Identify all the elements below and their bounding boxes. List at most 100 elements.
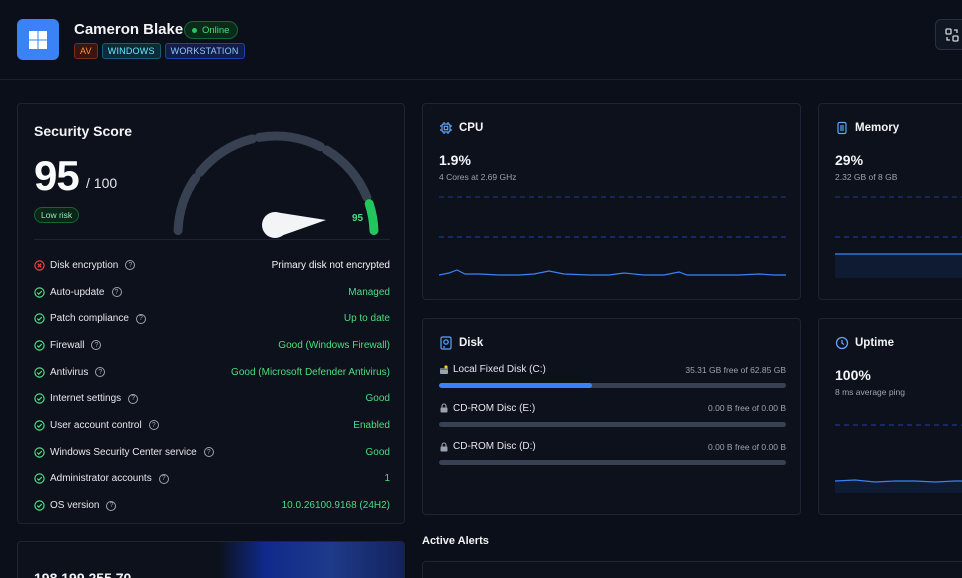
disk-name: CD-ROM Disc (D:) [453, 441, 536, 452]
uptime-sparkline [835, 424, 962, 493]
cpu-chip-icon [440, 122, 452, 134]
remote-link-icon [945, 27, 959, 42]
lock-icon [439, 403, 449, 413]
help-icon[interactable]: ? [95, 367, 106, 378]
help-icon[interactable]: ? [158, 473, 169, 484]
gauge-score-label: 95 [352, 213, 364, 224]
check-label-group: Windows Security Center service? [34, 447, 214, 458]
security-check-row: Antivirus? Good (Microsoft Defender Antiv… [34, 359, 390, 386]
world-map [218, 542, 404, 578]
gauge-segment [321, 145, 372, 202]
check-value: Good [365, 393, 390, 405]
x-circle-icon [34, 260, 45, 271]
check-label-group: Patch compliance? [34, 313, 146, 324]
device-tags: AV WINDOWS WORKSTATION [74, 43, 245, 59]
check-value: Good (Microsoft Defender Antivirus) [231, 366, 390, 378]
disk-title: Disk [459, 337, 484, 349]
fixed-disk-icon [439, 364, 449, 375]
gauge-score-segment [364, 199, 379, 236]
security-check-row: Disk encryption? Primary disk not encrypt… [34, 252, 390, 279]
divider [34, 239, 390, 240]
security-gauge: 95 [173, 131, 379, 238]
status-label: Online [202, 24, 230, 36]
disk-free-space: 0.00 B free of 0.00 B [708, 403, 786, 413]
cpu-usage-value: 1.9% [439, 152, 471, 168]
disk-usage-bar [439, 421, 786, 427]
check-label: Internet settings [50, 393, 122, 405]
security-check-row: Internet settings? Good [34, 385, 390, 412]
disk-drive-icon [440, 336, 452, 350]
tag-windows[interactable]: WINDOWS [101, 43, 161, 59]
help-icon[interactable]: ? [125, 260, 136, 271]
lock-icon [439, 441, 449, 452]
disk-name: CD-ROM Disc (E:) [453, 402, 536, 414]
disk-name-group: CD-ROM Disc (D:) [439, 441, 536, 452]
check-label: User account control [50, 419, 142, 431]
cpu-title: CPU [459, 122, 484, 134]
help-icon[interactable]: ? [135, 313, 146, 324]
check-label: Antivirus [50, 366, 89, 378]
check-circle-icon [34, 340, 45, 351]
uptime-value: 100% [835, 367, 871, 383]
check-circle-icon [34, 366, 45, 378]
device-header: Cameron Blake Online AV WINDOWS WORKSTAT… [0, 0, 962, 80]
risk-badge: Low risk [34, 207, 80, 223]
disk-name-group: Local Fixed Disk (C:) [439, 364, 546, 375]
check-circle-icon [34, 313, 45, 324]
check-value: 1 [384, 473, 390, 485]
windows-logo-icon [17, 19, 59, 60]
check-label-group: Administrator accounts? [34, 473, 169, 484]
cpu-cores-text: 4 Cores at 2.69 GHz [439, 172, 517, 182]
clock-icon [835, 336, 849, 350]
check-label-group: OS version? [34, 500, 117, 511]
memory-usage-sparkline [835, 196, 962, 278]
gauge-segment [254, 131, 325, 152]
check-label-group: User account control? [34, 420, 159, 431]
public-ip-address: 198.199.255.70 [34, 570, 132, 578]
check-label: Windows Security Center service [50, 446, 197, 458]
help-icon[interactable]: ? [203, 447, 214, 458]
check-label-group: Antivirus? [34, 366, 106, 378]
help-icon[interactable]: ? [148, 420, 159, 431]
disk-row: CD-ROM Disc (E:) 0.00 B free of 0.00 B [439, 403, 786, 427]
uptime-card: Uptime 100% 8 ms average ping [818, 318, 962, 515]
security-check-row: Auto-update? Managed [34, 279, 390, 306]
check-value: 10.0.26100.9168 (24H2) [281, 500, 390, 512]
check-value: Primary disk not encrypted [271, 259, 390, 271]
check-label-group: Internet settings? [34, 393, 139, 405]
check-circle-icon [34, 473, 45, 485]
cpu-title-row: CPU [439, 121, 483, 135]
check-value: Good [365, 446, 390, 458]
gauge-segment [173, 173, 201, 236]
help-icon[interactable]: ? [111, 287, 122, 298]
help-icon[interactable]: ? [91, 340, 102, 351]
disk-row: CD-ROM Disc (D:) 0.00 B free of 0.00 B [439, 441, 786, 465]
memory-title-row: Memory [835, 121, 899, 135]
cpu-usage-sparkline [439, 196, 786, 276]
disk-row: Local Fixed Disk (C:) 35.31 GB free of 62… [439, 364, 786, 388]
check-label-group: Disk encryption? [34, 260, 136, 271]
check-value: Managed [348, 286, 390, 298]
security-score-card: Security Score 95 / 100 Low risk 95 Disk… [17, 103, 405, 524]
online-dot-icon [192, 27, 197, 33]
security-check-row: Windows Security Center service? Good [34, 439, 390, 466]
security-check-row: User account control? Enabled [34, 412, 390, 439]
uptime-title: Uptime [855, 337, 894, 349]
security-check-row: Administrator accounts? 1 [34, 466, 390, 493]
security-checks-list: Disk encryption? Primary disk not encrypt… [34, 252, 390, 519]
tag-workstation[interactable]: WORKSTATION [164, 43, 245, 59]
disk-usage-fill [439, 383, 592, 388]
check-label: Patch compliance [50, 313, 129, 325]
disk-usage-bar [439, 383, 786, 388]
device-name: Cameron Blake [74, 21, 184, 38]
tag-av[interactable]: AV [74, 43, 98, 59]
check-circle-icon [34, 446, 45, 458]
check-label-group: Auto-update? [34, 287, 122, 298]
help-icon[interactable]: ? [128, 393, 139, 404]
security-score-value: 95 [34, 152, 80, 199]
disk-free-space: 0.00 B free of 0.00 B [708, 441, 786, 452]
security-check-row: Firewall? Good (Windows Firewall) [34, 332, 390, 359]
memory-card: Memory 29% 2.32 GB of 8 GB [818, 103, 962, 300]
remote-control-button[interactable] [935, 19, 962, 50]
help-icon[interactable]: ? [106, 500, 117, 511]
